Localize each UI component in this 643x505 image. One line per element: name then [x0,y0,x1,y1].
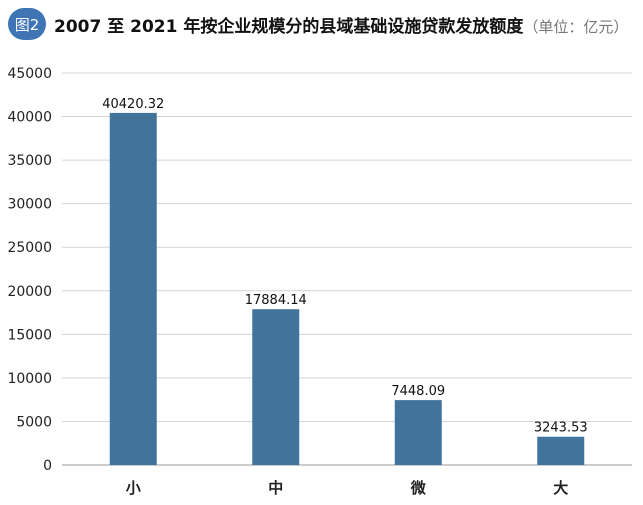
x-tick-label: 小 [126,479,141,497]
grid-lines [62,72,632,466]
x-tick-label: 大 [553,479,568,497]
y-tick-label: 20000 [7,284,52,300]
bar-value-label: 40420.32 [102,97,164,112]
bar-value-label: 7448.09 [391,384,445,399]
y-tick-label: 0 [43,458,52,474]
chart-unit: （单位：亿元） [523,17,629,36]
y-tick-label: 45000 [7,66,52,82]
y-tick-label: 25000 [7,240,52,256]
bars [109,112,585,465]
y-tick-label: 35000 [7,153,52,169]
y-tick-label: 10000 [7,371,52,387]
x-tick-label: 中 [268,479,283,497]
chart-header: 图2 2007 至 2021 年按企业规模分的县域基础设施贷款发放额度（单位：亿… [8,8,628,40]
x-axis-ticks: 小中微大 [126,479,569,497]
y-tick-label: 5000 [16,414,52,430]
y-axis-ticks: 0 5000 10000 15000 20000 25000 30000 35000 40000… [7,66,52,474]
bar-value-label: 17884.14 [245,293,307,308]
bar [252,309,300,465]
y-tick-label: 40000 [7,110,52,126]
y-tick-label: 30000 [7,197,52,213]
x-tick-label: 微 [410,479,427,497]
chart-title-text: 2007 至 2021 年按企业规模分的县域基础设施贷款发放额度 [54,16,524,37]
data-labels: 40420.32 17884.14 7448.09 3243.53 [102,97,587,436]
figure-badge: 图2 [8,8,46,40]
bar [537,436,585,465]
bar [394,400,442,465]
bar [109,112,157,465]
bar-value-label: 3243.53 [534,421,588,436]
y-tick-label: 15000 [7,327,52,343]
chart-title: 2007 至 2021 年按企业规模分的县域基础设施贷款发放额度（单位：亿元） [54,12,628,37]
